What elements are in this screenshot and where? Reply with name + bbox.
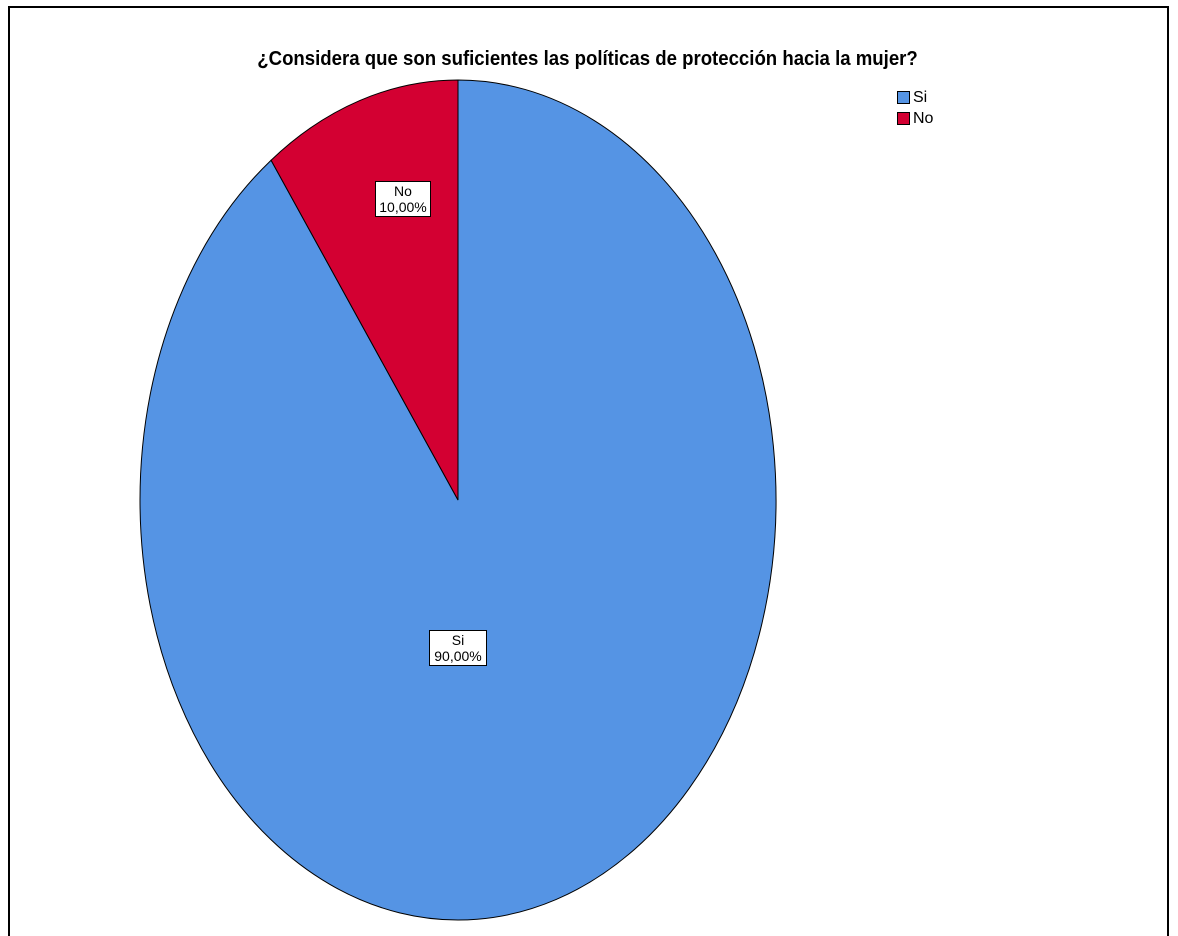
data-label-si: Si 90,00% [429,630,487,666]
data-label-si-name: Si [451,632,465,648]
data-label-no: No 10,00% [375,181,431,217]
legend-swatch-si [897,91,910,104]
data-label-no-name: No [394,183,412,199]
data-label-si-value: 90,00% [434,648,482,664]
legend-label-no: No [913,109,934,127]
legend-item-si: Si [897,87,933,108]
legend-item-no: No [897,108,933,129]
legend-swatch-no [897,112,910,125]
legend-label-si: Si [913,88,928,106]
data-label-no-value: 10,00% [379,199,427,215]
legend: Si No [897,87,933,129]
chart-title: ¿Considera que son suficientes las polít… [257,48,918,70]
